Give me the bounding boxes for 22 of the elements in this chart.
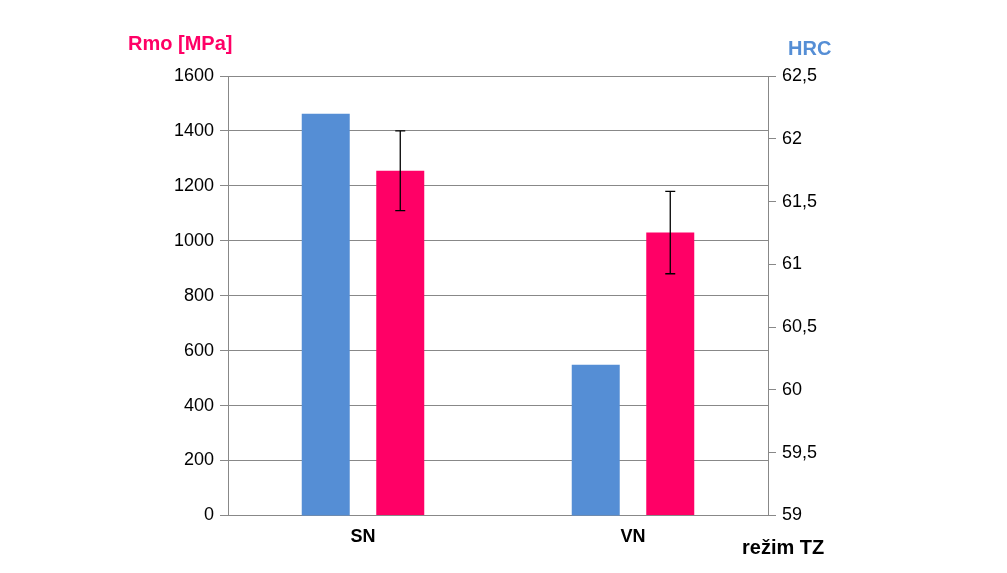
- y-tick-label: 1200: [173, 174, 214, 195]
- y-tick-label: 1400: [173, 119, 214, 140]
- y-tick-label: 1000: [173, 229, 214, 250]
- y-axis-title: Rmo [MPa]: [128, 32, 233, 55]
- y-tick-label: 200: [183, 449, 214, 470]
- y2-tick-label: 62,5: [782, 64, 818, 85]
- y-tick-label: 400: [183, 394, 214, 415]
- y-tick-label: 1600: [173, 64, 214, 85]
- y2-axis-title: HRC: [788, 37, 832, 60]
- y-tick-label: 800: [183, 284, 214, 305]
- y2-tick-label: 60: [782, 378, 803, 399]
- y2-tick-label: 59: [782, 504, 803, 525]
- y-tick-label: 0: [203, 504, 214, 525]
- y-tick-label: 600: [183, 339, 214, 360]
- x-tick-label: VN: [620, 526, 646, 547]
- y2-tick-label: 61,5: [782, 190, 818, 211]
- y2-tick-label: 60,5: [782, 316, 818, 337]
- y2-tick-label: 62: [782, 127, 803, 148]
- x-axis-title: režim TZ: [742, 536, 825, 559]
- y2-tick-label: 59,5: [782, 441, 818, 462]
- y2-tick-label: 61: [782, 253, 803, 274]
- x-tick-label: SN: [350, 526, 376, 547]
